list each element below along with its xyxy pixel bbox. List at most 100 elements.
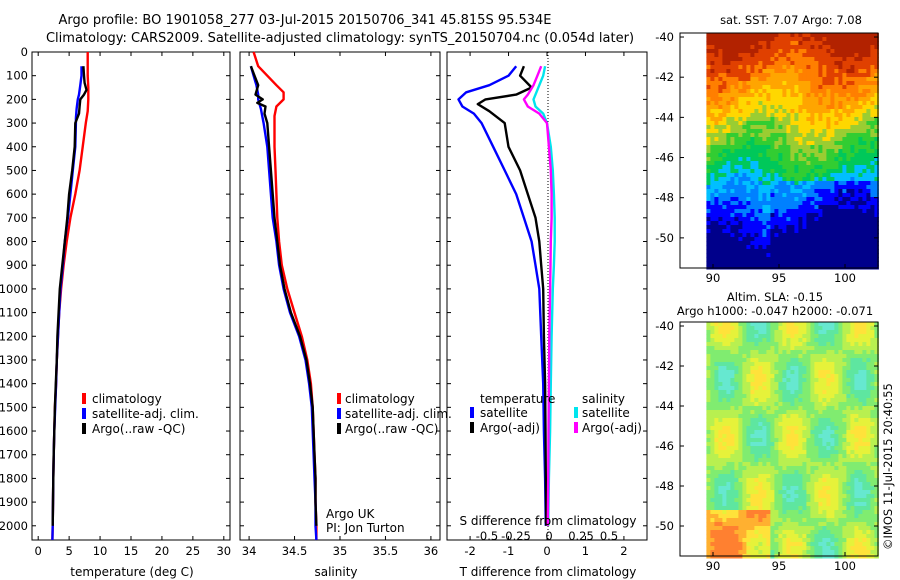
map-cell (766, 77, 771, 82)
map-cell (862, 470, 867, 475)
map-cell (730, 169, 735, 174)
map-cell (842, 394, 847, 399)
depth-tick-label: 800 (6, 235, 28, 249)
map-cell (814, 201, 819, 206)
map-cell (854, 494, 859, 499)
map-cell (846, 113, 851, 118)
map-cell (838, 105, 843, 110)
s-difference-ticks: -0.5 -0.25 0 0.25 0.5 (476, 529, 618, 543)
map-cell (778, 506, 783, 511)
map-cell (866, 165, 871, 170)
map-cell (734, 257, 739, 262)
map-cell (806, 350, 811, 355)
map-cell (758, 121, 763, 126)
map-cell (722, 145, 727, 150)
map-cell (806, 402, 811, 407)
map-cell (874, 386, 879, 391)
map-cell (746, 422, 751, 427)
map-cell (722, 49, 727, 54)
map-cell (734, 177, 739, 182)
map-cell (762, 97, 767, 102)
map-cell (786, 490, 791, 495)
map-cell (738, 173, 743, 178)
map-cell (714, 137, 719, 142)
map-cell (750, 153, 755, 158)
map-cell (810, 454, 815, 459)
map-cell (766, 245, 771, 250)
map-cell (722, 221, 727, 226)
map-cell (790, 474, 795, 479)
map-cell (802, 217, 807, 222)
map-cell (730, 45, 735, 50)
map-cell (754, 458, 759, 463)
map-cell (786, 342, 791, 347)
map-cell (794, 245, 799, 250)
map-cell (786, 181, 791, 186)
map-cell (754, 454, 759, 459)
map-cell (722, 410, 727, 415)
map-cell (762, 502, 767, 507)
map-cell (730, 229, 735, 234)
map-cell (870, 209, 875, 214)
map-cell (714, 113, 719, 118)
map-cell (850, 149, 855, 154)
map-cell (806, 406, 811, 411)
map-cell (730, 193, 735, 198)
map-cell (802, 121, 807, 126)
map-cell (782, 85, 787, 90)
map-cell (798, 434, 803, 439)
map-cell (834, 249, 839, 254)
map-cell (838, 217, 843, 222)
map-cell (714, 125, 719, 130)
map-cell (786, 213, 791, 218)
map-cell (858, 446, 863, 451)
map-cell (826, 141, 831, 146)
map-cell (718, 446, 723, 451)
map-cell (822, 414, 827, 419)
map-cell (830, 249, 835, 254)
map-cell (766, 330, 771, 335)
map-cell (794, 197, 799, 202)
map-cell (822, 338, 827, 343)
map-cell (774, 330, 779, 335)
map-cell (718, 494, 723, 499)
map-cell (838, 434, 843, 439)
map-cell (838, 141, 843, 146)
map-cell (782, 378, 787, 383)
map-cell (786, 362, 791, 367)
map-cell (826, 209, 831, 214)
map-cell (818, 169, 823, 174)
map-cell (874, 458, 879, 463)
map-cell (750, 482, 755, 487)
map-cell (730, 221, 735, 226)
map-cell (826, 153, 831, 158)
map-cell (830, 514, 835, 519)
map-cell (834, 406, 839, 411)
map-cell (850, 438, 855, 443)
map-cell (814, 261, 819, 266)
map-cell (870, 93, 875, 98)
map-cell (742, 374, 747, 379)
map-cell (710, 65, 715, 70)
map-cell (754, 149, 759, 154)
map-cell (746, 165, 751, 170)
map-cell (858, 430, 863, 435)
map-cell (746, 253, 751, 258)
map-cell (794, 494, 799, 499)
map-cell (842, 117, 847, 122)
map-cell (762, 253, 767, 258)
map-cell (718, 105, 723, 110)
map-cell (718, 410, 723, 415)
map-cell (870, 406, 875, 411)
map-cell (730, 422, 735, 427)
map-cell (854, 458, 859, 463)
map-cell (770, 498, 775, 503)
map-cell (874, 157, 879, 162)
map-cell (802, 37, 807, 42)
map-cell (862, 157, 867, 162)
map-cell (830, 470, 835, 475)
map-cell (758, 157, 763, 162)
map-cell (754, 145, 759, 150)
map-cell (710, 378, 715, 383)
map-cell (706, 265, 711, 270)
